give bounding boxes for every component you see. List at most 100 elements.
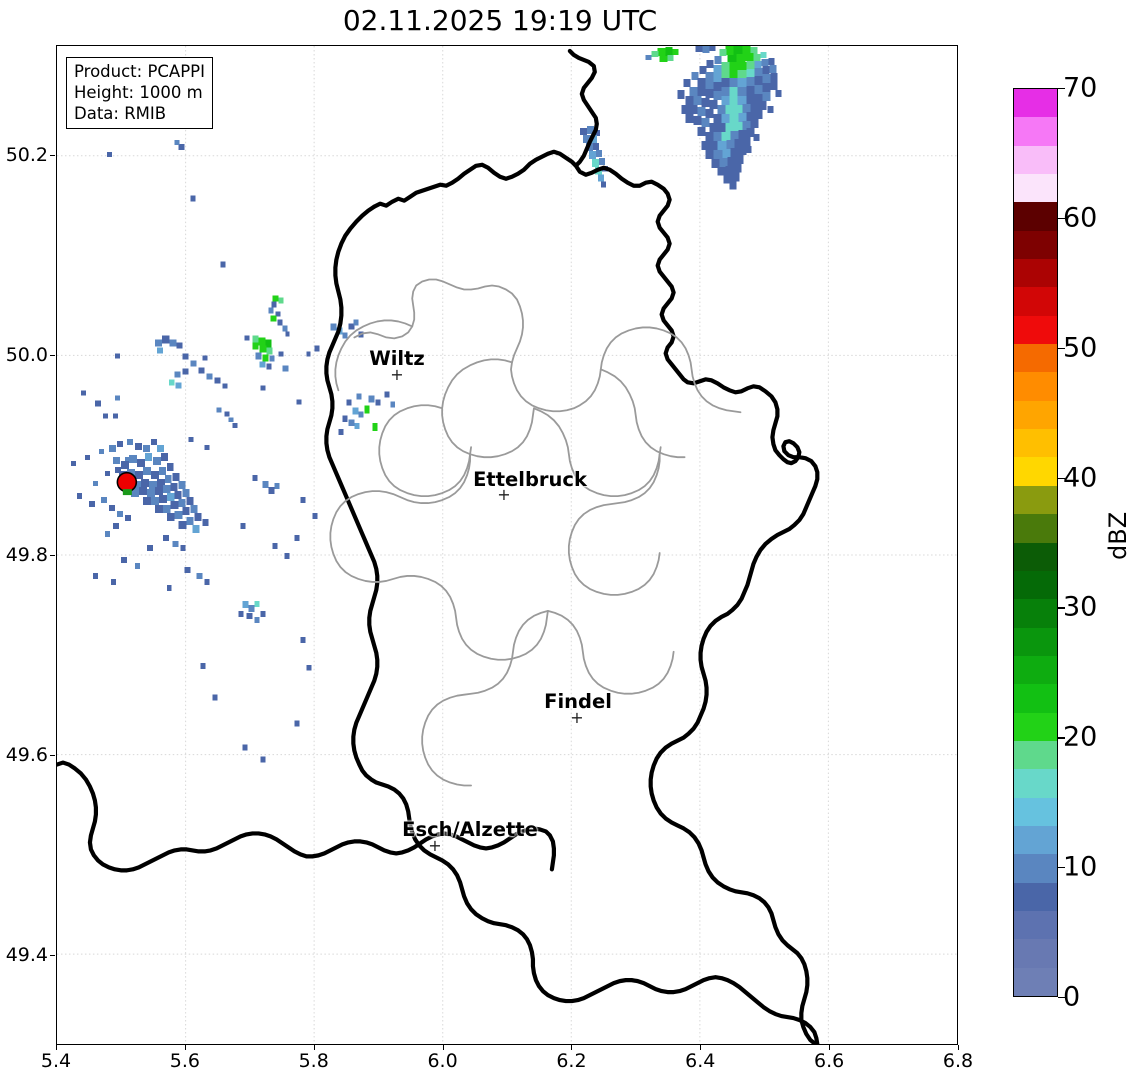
colorbar-tick-mark — [1058, 347, 1065, 349]
national-border-luxembourg-west — [57, 760, 556, 873]
colorbar-band — [1014, 740, 1057, 770]
info-data: Data: RMIB — [74, 104, 167, 124]
colorbar-tick-label: 0 — [1063, 981, 1081, 1013]
colorbar-tick-label: 60 — [1063, 202, 1098, 234]
map-plot-area: Product: PCAPPI Height: 1000 m Data: RMI… — [56, 45, 958, 1045]
y-tick-mark — [50, 155, 55, 156]
colorbar-band — [1014, 769, 1057, 798]
y-tick-label: 50.0 — [5, 344, 48, 366]
colorbar-tick-label: 30 — [1063, 591, 1098, 623]
colorbar-band — [1014, 882, 1057, 911]
city-marker-esch-alzette: + — [428, 836, 442, 855]
x-tick-label: 6.6 — [814, 1050, 845, 1072]
colorbar-band — [1014, 202, 1057, 231]
colorbar-tick-mark — [1058, 477, 1065, 479]
colorbar-band — [1014, 145, 1057, 175]
colorbar-band — [1014, 542, 1057, 571]
x-tick-label: 5.4 — [40, 1050, 72, 1072]
x-tick-label: 6.0 — [427, 1050, 458, 1072]
colorbar-band — [1014, 967, 1057, 996]
city-marker-findel: + — [570, 708, 584, 727]
city-label-esch-alzette: Esch/Alzette — [402, 818, 538, 841]
colorbar-tick-label: 50 — [1063, 332, 1098, 364]
x-tick-label: 5.6 — [169, 1050, 200, 1072]
canton-borders — [329, 278, 742, 787]
colorbar-band — [1014, 712, 1057, 741]
colorbar-band — [1014, 655, 1057, 685]
city-marker-wiltz: + — [390, 365, 404, 384]
colorbar-band — [1014, 372, 1057, 401]
y-tick-mark — [50, 755, 55, 756]
x-tick-mark — [571, 1045, 573, 1050]
colorbar-band — [1014, 287, 1057, 316]
colorbar-tick-mark — [1058, 867, 1065, 869]
colorbar-band — [1014, 910, 1057, 940]
colorbar-band — [1014, 825, 1057, 855]
city-label-wiltz: Wiltz — [369, 347, 425, 370]
colorbar-band — [1014, 570, 1057, 600]
colorbar-band — [1014, 230, 1057, 260]
x-tick-label: 6.2 — [556, 1050, 587, 1072]
colorbar-band — [1014, 89, 1057, 118]
colorbar-tick-label: 70 — [1063, 72, 1098, 104]
city-label-findel: Findel — [544, 690, 612, 713]
colorbar-band — [1014, 514, 1057, 543]
x-tick-label: 5.8 — [298, 1050, 329, 1072]
colorbar-band — [1014, 939, 1057, 968]
x-tick-label: 6.8 — [942, 1050, 974, 1072]
colorbar-band — [1014, 117, 1057, 146]
colorbar-band — [1014, 627, 1057, 656]
y-tick-label: 50.2 — [5, 144, 48, 166]
colorbar-band — [1014, 854, 1057, 883]
y-tick-label: 49.4 — [5, 944, 48, 966]
info-box: Product: PCAPPI Height: 1000 m Data: RMI… — [66, 57, 213, 130]
colorbar-band — [1014, 429, 1057, 458]
x-tick-mark — [313, 1045, 315, 1050]
x-tick-mark — [184, 1045, 186, 1050]
colorbar-title: dBZ — [1104, 511, 1132, 560]
colorbar-tick-mark — [1058, 88, 1065, 90]
colorbar-tick-mark — [1058, 737, 1065, 739]
info-height: Height: 1000 m — [74, 83, 203, 103]
colorbar-band — [1014, 457, 1057, 486]
colorbar-band — [1014, 259, 1057, 288]
radar-echo-layer — [70, 46, 782, 763]
radar-site-marker — [116, 471, 138, 496]
x-tick-mark — [958, 1045, 959, 1050]
colorbar-tick-mark — [1058, 217, 1065, 220]
echo-cluster-radar-clutter — [70, 139, 318, 763]
x-tick-mark — [700, 1045, 702, 1050]
city-marker-ettelbruck: + — [497, 485, 511, 504]
colorbar-band — [1014, 315, 1057, 345]
colorbar-band — [1014, 797, 1057, 826]
x-tick-label: 6.4 — [685, 1050, 716, 1072]
y-tick-label: 49.8 — [5, 544, 48, 566]
colorbar-band — [1014, 174, 1057, 203]
x-tick-mark — [442, 1045, 444, 1050]
colorbar-band — [1014, 599, 1057, 628]
echo-cluster-northeast — [645, 46, 782, 190]
colorbar-band — [1014, 400, 1057, 430]
city-label-ettelbruck: Ettelbruck — [473, 468, 587, 491]
y-tick-mark — [50, 955, 55, 956]
grid-lines — [57, 46, 957, 1044]
x-tick-mark — [829, 1045, 831, 1050]
info-product: Product: PCAPPI — [74, 62, 205, 81]
colorbar-band — [1014, 485, 1057, 515]
colorbar-tick-label: 20 — [1063, 721, 1098, 753]
y-tick-mark — [50, 355, 55, 356]
colorbar-band — [1014, 684, 1057, 713]
y-tick-mark — [50, 555, 55, 556]
national-border-luxembourg-south — [324, 204, 820, 1044]
y-tick-label: 49.6 — [5, 744, 48, 766]
colorbar-tick-mark — [1058, 607, 1065, 609]
map-svg — [57, 46, 957, 1044]
national-border-luxembourg — [372, 48, 820, 1044]
colorbar-tick-label: 40 — [1063, 462, 1098, 494]
x-tick-mark — [56, 1045, 57, 1050]
colorbar — [1013, 88, 1058, 997]
figure-title: 02.11.2025 19:19 UTC — [342, 4, 658, 37]
colorbar-band — [1014, 344, 1057, 373]
colorbar-tick-mark — [1058, 997, 1065, 999]
